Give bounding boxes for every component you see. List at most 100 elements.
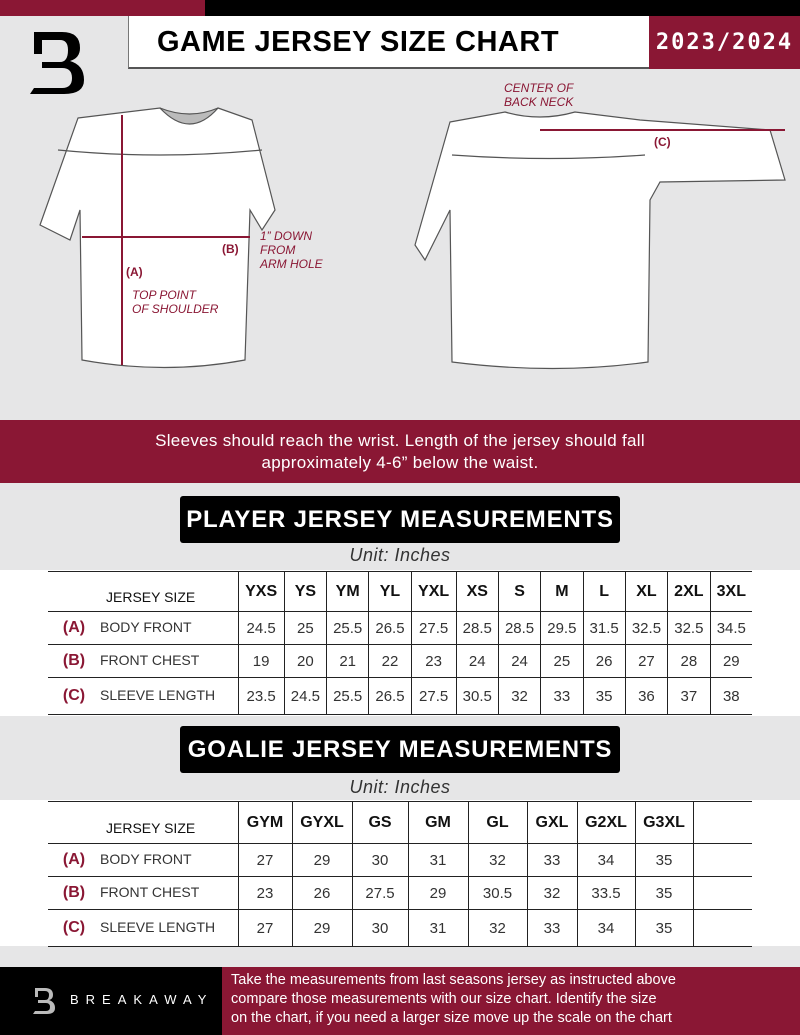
measurement-cell: 30 [351,909,408,947]
measurement-cell: 35 [582,677,626,715]
measurement-cell: 24.5 [237,611,285,645]
measurement-cell: 32 [467,909,527,947]
measurement-cell: 24 [455,644,499,678]
measurement-cell: 25 [540,644,583,678]
measurement-cell: 34 [576,843,635,877]
goalie-table: JERSEY SIZE GYM GYXL GS GM GL GXL G2XL G3XL (A) BO… [48,801,752,947]
measurement-cell: 25 [283,611,327,645]
measurement-cell: 32 [526,876,577,910]
measurement-cell [692,843,752,877]
measurement-cell: 28.5 [497,611,541,645]
size-header: YXL [410,571,457,612]
measurement-cell: 26 [582,644,626,678]
size-header: L [582,571,626,612]
measurement-cell: 21 [326,644,369,678]
measurement-lines [82,115,785,365]
measurement-cell: 22 [368,644,412,678]
measurement-cell: 31 [407,843,468,877]
measurement-cell: 33 [540,677,583,715]
size-header: XS [455,571,499,612]
measurement-cell: 26 [291,876,352,910]
footer-instructions: Take the measurements from last seasons … [222,967,800,1035]
measurement-cell: 35 [634,909,693,947]
label-b: (B) [222,242,239,256]
top-accent-bar [0,0,205,16]
goalie-unit: Unit: Inches [349,777,451,797]
measurement-cell: 34.5 [709,611,752,645]
size-header: 2XL [667,571,711,612]
row-key: (C) [62,919,86,936]
goalie-section-title: GOALIE JERSEY MEASUREMENTS [180,726,620,773]
measurement-cell: 30.5 [467,876,527,910]
breakaway-footer-logo-icon [33,988,55,1014]
measurement-cell: 34 [576,909,635,947]
table-row: (B) FRONT CHEST 23 26 27.5 29 30.5 32 33.5 35 [48,876,752,910]
measurement-cell: 27 [237,843,292,877]
measurement-cell: 32 [497,677,541,715]
measurement-cell [692,909,752,947]
row-key: (A) [62,619,86,636]
measurement-cell: 35 [634,843,693,877]
size-header: YL [368,571,412,612]
measurement-cell: 28 [667,644,711,678]
center-back-neck-note: CENTER OF BACK NECK [504,81,574,109]
measurement-cell: 28.5 [455,611,499,645]
row-label: SLEEVE LENGTH [100,919,216,935]
row-key: (B) [62,884,86,901]
measurement-cell: 26.5 [368,677,412,715]
row-label: SLEEVE LENGTH [100,687,216,703]
measurement-cell: 29 [709,644,752,678]
size-header: GL [467,801,527,844]
size-header: GM [407,801,468,844]
top-black-bar [205,0,800,16]
season-label: 2023/2024 [649,16,800,69]
table-row: (B) FRONT CHEST 19 20 21 22 23 24 24 25 26 27 28 29 [48,644,752,678]
title-box: GAME JERSEY SIZE CHART [128,16,649,69]
label-a: (A) [126,265,143,279]
size-header: M [540,571,583,612]
footer-brand-area [0,967,222,1035]
measurement-cell: 31.5 [582,611,626,645]
header-label: JERSEY SIZE [48,801,238,844]
shoulder-note: TOP POINT OF SHOULDER [132,288,219,316]
measurement-cell: 32 [467,843,527,877]
row-key: (B) [62,652,86,669]
measurement-cell: 25.5 [326,611,369,645]
row-label: FRONT CHEST [100,652,200,668]
measurement-cell: 27.5 [410,611,457,645]
size-header: GS [351,801,408,844]
measurement-cell: 27 [624,644,668,678]
size-header: G2XL [576,801,635,844]
measurement-cell: 29 [291,909,352,947]
measurement-cell: 32.5 [624,611,668,645]
jersey-diagram [39,107,786,370]
player-unit: Unit: Inches [349,545,451,565]
size-header: YS [283,571,327,612]
measurement-cell: 30 [351,843,408,877]
instruction-band: Sleeves should reach the wrist. Length o… [0,420,800,483]
size-header: YXS [237,571,285,612]
size-header: S [497,571,541,612]
row-label: BODY FRONT [100,619,192,635]
measurement-cell [692,876,752,910]
measurement-cell: 24 [497,644,541,678]
measurement-cell: 20 [283,644,327,678]
size-header: YM [326,571,369,612]
measurement-cell: 27.5 [351,876,408,910]
measurement-cell: 30.5 [455,677,499,715]
size-header: GXL [526,801,577,844]
measurement-cell: 29 [407,876,468,910]
size-header: GYXL [291,801,352,844]
measurement-cell: 19 [237,644,285,678]
measurement-cell: 37 [667,677,711,715]
row-key: (C) [62,687,86,704]
measurement-cell: 38 [709,677,752,715]
measurement-cell: 23.5 [237,677,285,715]
footer-brand-name: BREAKAWAY [70,992,214,1007]
page-title: GAME JERSEY SIZE CHART [157,26,560,58]
measurement-cell: 33 [526,843,577,877]
measurement-cell: 35 [634,876,693,910]
measurement-cell: 29 [291,843,352,877]
table-row: (A) BODY FRONT 24.5 25 25.5 26.5 27.5 28.5 28.5 2… [48,611,752,645]
header-label: JERSEY SIZE [48,571,238,612]
